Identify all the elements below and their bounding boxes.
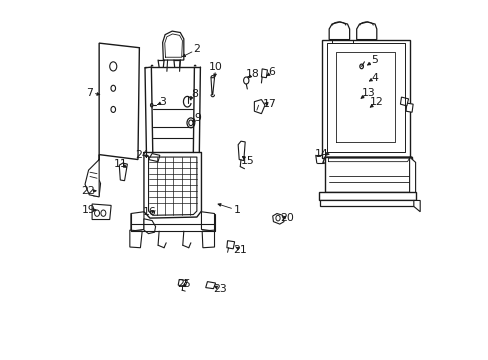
Text: 25: 25 [177,279,191,289]
Text: 21: 21 [233,245,246,255]
Polygon shape [413,201,419,212]
Polygon shape [119,163,127,181]
Polygon shape [205,282,215,289]
Polygon shape [85,154,99,197]
Text: 13: 13 [361,87,375,98]
Text: 2: 2 [193,45,200,54]
Text: 8: 8 [191,89,198,99]
Polygon shape [130,230,142,248]
Text: 6: 6 [268,67,275,77]
Text: 14: 14 [315,149,328,158]
Polygon shape [163,31,183,60]
Polygon shape [318,192,415,201]
Text: 4: 4 [371,73,378,83]
Polygon shape [328,22,349,40]
Text: 16: 16 [143,207,157,217]
Text: 12: 12 [369,98,383,107]
Text: 1: 1 [233,205,240,215]
Text: 18: 18 [245,69,259,79]
Polygon shape [261,69,267,78]
Polygon shape [324,157,411,192]
Polygon shape [148,154,160,162]
Text: 19: 19 [81,205,95,215]
Polygon shape [92,204,111,220]
Polygon shape [131,212,143,231]
Text: 11: 11 [113,159,127,169]
Polygon shape [320,201,413,207]
Polygon shape [400,97,407,106]
Text: 23: 23 [213,284,227,294]
Text: 17: 17 [263,99,276,109]
Text: 3: 3 [159,98,166,107]
Polygon shape [226,241,234,249]
Text: 9: 9 [194,113,201,123]
Polygon shape [178,279,187,287]
Polygon shape [322,157,411,163]
Polygon shape [254,100,264,114]
Text: 7: 7 [86,87,93,98]
Polygon shape [99,43,139,159]
Polygon shape [356,22,376,40]
Text: 5: 5 [371,55,378,65]
Polygon shape [143,219,155,234]
Text: 24: 24 [135,150,149,159]
Text: 10: 10 [208,62,222,72]
Polygon shape [238,141,244,161]
Polygon shape [272,213,284,224]
Polygon shape [322,40,409,158]
Polygon shape [201,212,214,231]
Text: 20: 20 [280,213,294,223]
Text: 22: 22 [81,186,95,196]
Polygon shape [409,157,415,198]
Text: 15: 15 [241,156,254,166]
Polygon shape [92,180,101,196]
Polygon shape [405,103,412,112]
Polygon shape [202,230,214,248]
